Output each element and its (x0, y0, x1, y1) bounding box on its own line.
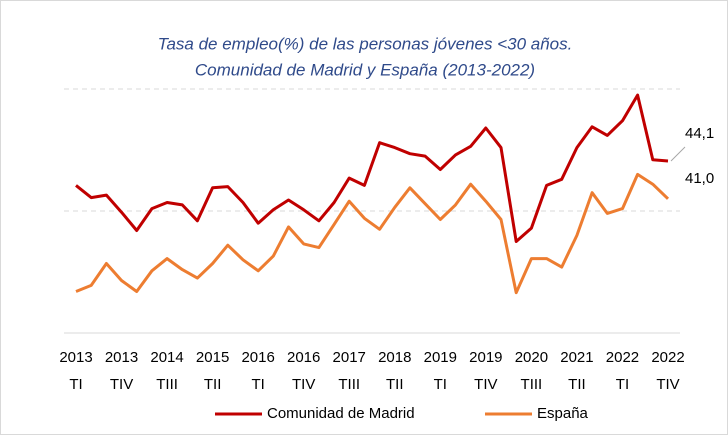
label-leader (670, 146, 686, 162)
x-tick-label: TII (568, 376, 586, 393)
x-tick-label: TIV (110, 376, 133, 393)
x-tick-label: 2016 (287, 349, 320, 366)
x-tick-label: 2013 (59, 349, 92, 366)
x-tick-label: 2016 (241, 349, 274, 366)
legend-label: España (537, 405, 589, 422)
line-series (75, 93, 669, 243)
x-tick-label: 2019 (469, 349, 502, 366)
x-tick-label: TI (434, 376, 447, 393)
x-tick-label: TIII (521, 376, 543, 393)
chart-subtitle: Comunidad de Madrid y España (2013-2022) (195, 60, 535, 79)
x-tick-label: 2020 (515, 349, 548, 366)
x-tick-label: 2013 (105, 349, 138, 366)
x-tick-label: TI (69, 376, 82, 393)
x-tick-label: TIV (292, 376, 315, 393)
x-tick-label: TI (251, 376, 264, 393)
x-tick-label: TII (204, 376, 222, 393)
chart-title: Tasa de empleo(%) de las personas jóvene… (158, 34, 573, 53)
x-tick-label: TI (616, 376, 629, 393)
x-tick-label: 2021 (560, 349, 593, 366)
legend-label: Comunidad de Madrid (267, 405, 415, 422)
x-tick-label: TIV (474, 376, 497, 393)
x-tick-label: 2019 (424, 349, 457, 366)
x-tick-label: TIV (656, 376, 679, 393)
x-tick-label: TIII (338, 376, 360, 393)
x-tick-label: 2018 (378, 349, 411, 366)
data-label: 41,0 (685, 170, 714, 187)
x-tick-label: 2014 (150, 349, 183, 366)
data-label: 44,1 (685, 125, 714, 142)
x-tick-label: TIII (156, 376, 178, 393)
line-series (75, 172, 670, 295)
x-tick-label: TII (386, 376, 404, 393)
x-tick-label: 2015 (196, 349, 229, 366)
x-tick-label: 2022 (606, 349, 639, 366)
x-tick-label: 2022 (651, 349, 684, 366)
x-tick-label: 2017 (333, 349, 366, 366)
